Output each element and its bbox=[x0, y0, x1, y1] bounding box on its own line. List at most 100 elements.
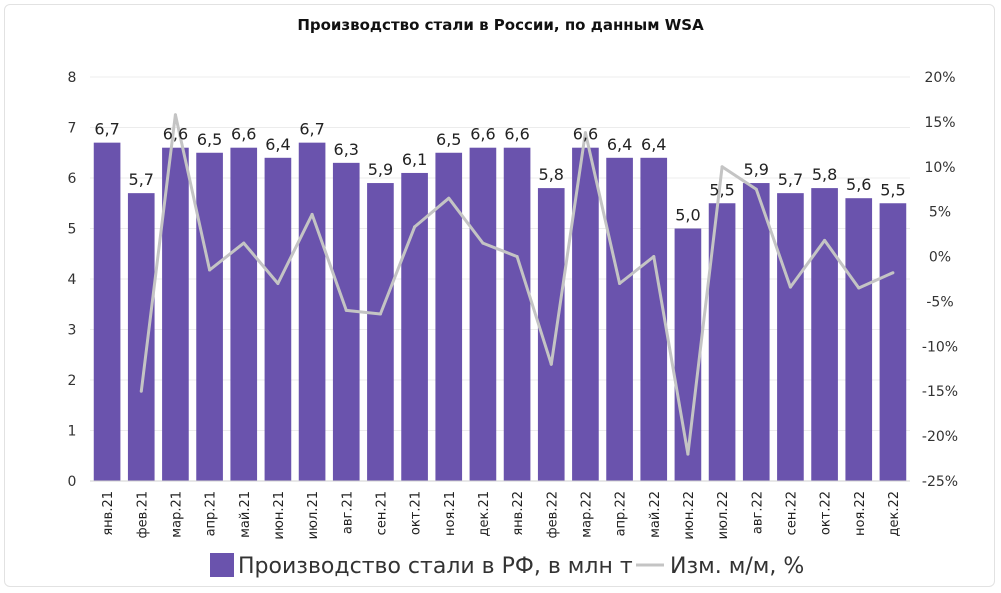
bar-data-label: 5,9 bbox=[368, 160, 393, 179]
y-left-tick-label: 3 bbox=[68, 323, 77, 339]
bar-data-label: 6,4 bbox=[641, 135, 666, 154]
line-point bbox=[549, 362, 553, 366]
line-point bbox=[686, 452, 690, 456]
bar bbox=[742, 183, 770, 482]
bar-data-label: 6,4 bbox=[265, 135, 290, 154]
x-tick-label: авг.22 bbox=[750, 491, 765, 534]
y-right-tick-label: -10% bbox=[922, 339, 958, 355]
bar bbox=[606, 157, 633, 482]
bar bbox=[332, 162, 360, 481]
x-tick-label: фев.21 bbox=[135, 491, 150, 538]
line-point bbox=[618, 281, 622, 285]
bar bbox=[127, 193, 155, 481]
line-point bbox=[310, 212, 314, 216]
x-tick-label: апр.21 bbox=[204, 491, 219, 536]
line-point bbox=[378, 312, 382, 316]
bar-data-label: 6,1 bbox=[402, 150, 427, 169]
bar-series bbox=[93, 142, 907, 482]
line-point bbox=[720, 165, 724, 169]
y-left-tick-label: 2 bbox=[68, 373, 77, 389]
x-tick-label: сен.22 bbox=[784, 491, 799, 535]
bar-data-label: 5,7 bbox=[778, 170, 803, 189]
bar-data-label: 6,6 bbox=[504, 125, 529, 144]
y-left-tick-label: 0 bbox=[68, 474, 77, 490]
y-right-tick-label: 20% bbox=[924, 70, 955, 86]
line-point bbox=[208, 268, 212, 272]
legend: Производство стали в РФ, в млн т Изм. м/м… bbox=[210, 553, 804, 579]
bar-data-label: 6,6 bbox=[470, 125, 495, 144]
bar-data-label: 6,4 bbox=[607, 135, 632, 154]
bar bbox=[674, 228, 702, 481]
line-point bbox=[788, 285, 792, 289]
y-right-tick-label: -5% bbox=[926, 294, 953, 310]
line-point bbox=[754, 187, 758, 191]
legend-label-bars: Производство стали в РФ, в млн т bbox=[238, 554, 633, 579]
bar-data-label: 5,5 bbox=[709, 180, 734, 199]
bar-data-label: 6,5 bbox=[436, 130, 461, 149]
x-tick-label: мар.22 bbox=[579, 491, 594, 538]
x-tick-label: фев.22 bbox=[545, 491, 560, 538]
bar bbox=[811, 188, 838, 481]
y-right-tick-label: 0% bbox=[929, 250, 951, 266]
x-tick-label: июн.22 bbox=[682, 491, 697, 540]
bar bbox=[503, 147, 531, 481]
bar bbox=[777, 193, 804, 481]
bar bbox=[401, 172, 428, 481]
y-right-tick-label: -20% bbox=[922, 429, 958, 445]
y-left-tick-label: 8 bbox=[68, 70, 77, 86]
x-tick-label: июн.21 bbox=[272, 491, 287, 540]
x-tick-label: май.22 bbox=[648, 491, 663, 538]
line-point bbox=[344, 308, 348, 312]
bar-data-label: 5,5 bbox=[880, 180, 905, 199]
line-point bbox=[447, 196, 451, 200]
bar-data-label: 5,6 bbox=[846, 175, 871, 194]
bar bbox=[93, 142, 121, 481]
bar-data-label: 6,3 bbox=[334, 140, 359, 159]
bar bbox=[572, 147, 599, 481]
bar-data-label: 6,6 bbox=[231, 125, 256, 144]
x-tick-label: дек.22 bbox=[887, 491, 902, 537]
x-tick-label: авг.21 bbox=[340, 491, 355, 534]
bar bbox=[298, 142, 326, 481]
bar-data-label: 5,9 bbox=[744, 160, 769, 179]
y-right-tick-label: -15% bbox=[922, 384, 958, 400]
axes: 0 1 2 3 4 5 6 7 8 -25% -20% -15% -10% -5% 0% 5% 10% 15% 20… bbox=[68, 70, 959, 540]
x-tick-label: июл.22 bbox=[716, 491, 731, 539]
gridlines bbox=[90, 76, 910, 482]
x-tick-label: окт.22 bbox=[819, 491, 834, 535]
line-point bbox=[583, 131, 587, 135]
y-right-tick-label: 15% bbox=[924, 115, 955, 131]
bar bbox=[469, 147, 497, 481]
chart-title: Производство стали в России, по данным W… bbox=[297, 16, 704, 34]
y-right-tick-label: 10% bbox=[924, 160, 955, 176]
bar-data-label: 5,8 bbox=[539, 165, 564, 184]
x-tick-label: апр.22 bbox=[614, 491, 629, 536]
x-tick-label: сен.21 bbox=[374, 491, 389, 535]
bar bbox=[367, 183, 394, 482]
data-labels: 6,7 5,7 6,6 6,5 6,6 6,4 6,7 6,3 5,9 6,1 6,5 6,6 6,6 5… bbox=[94, 120, 905, 225]
bar-data-label: 5,8 bbox=[812, 165, 837, 184]
bar bbox=[640, 157, 668, 482]
x-tick-label: окт.21 bbox=[409, 491, 424, 535]
line-series bbox=[139, 113, 895, 456]
line-point bbox=[857, 286, 861, 290]
line-point bbox=[139, 389, 143, 393]
line-point bbox=[652, 255, 656, 259]
y-left-tick-label: 7 bbox=[68, 121, 77, 137]
line-point bbox=[515, 255, 519, 259]
x-tick-label: янв.21 bbox=[101, 491, 116, 536]
bar bbox=[230, 147, 258, 481]
line-point bbox=[891, 271, 895, 275]
y-left-tick-label: 4 bbox=[68, 272, 77, 288]
bar-data-label: 5,0 bbox=[675, 206, 700, 225]
y-left-tick-label: 5 bbox=[68, 222, 77, 238]
bar bbox=[435, 152, 463, 481]
bar-data-label: 6,5 bbox=[197, 130, 222, 149]
line-point bbox=[481, 241, 485, 245]
y-left-tick-label: 1 bbox=[68, 424, 77, 440]
bar-data-label: 6,7 bbox=[94, 120, 119, 139]
x-tick-label: май.21 bbox=[238, 491, 253, 538]
line-point bbox=[242, 241, 246, 245]
line-point bbox=[276, 281, 280, 285]
